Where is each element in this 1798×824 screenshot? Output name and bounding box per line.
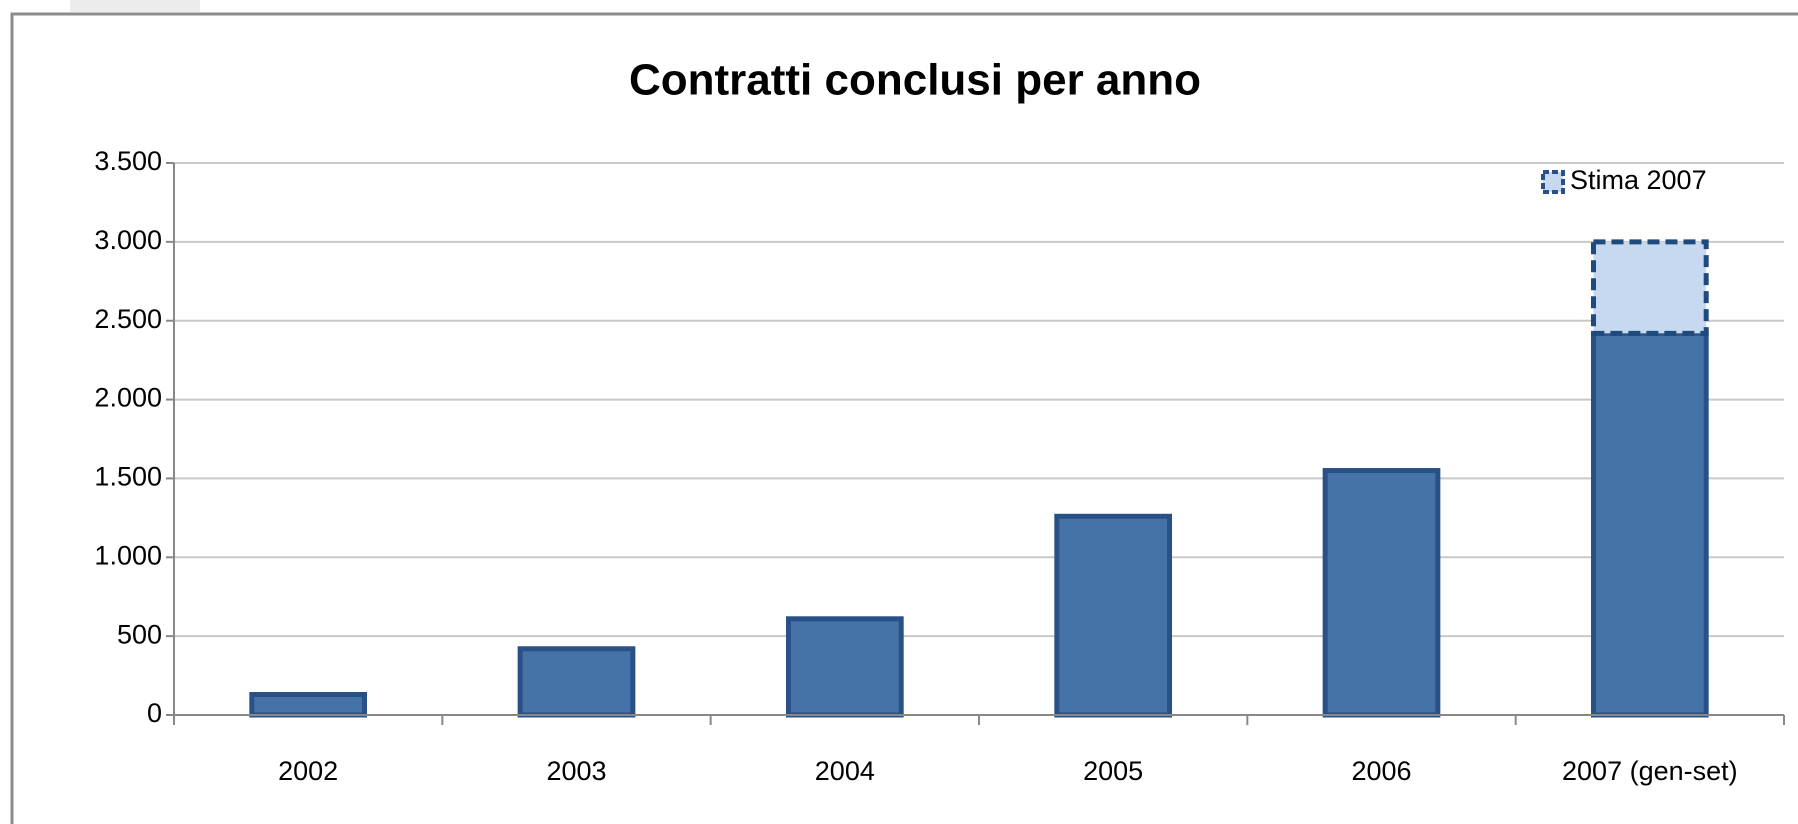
x-tick-label: 2004	[815, 756, 875, 786]
x-tick-label: 2003	[546, 756, 606, 786]
bar	[1590, 330, 1709, 718]
x-tick-label: 2005	[1083, 756, 1143, 786]
legend-swatch	[1541, 170, 1565, 194]
chart-frame	[10, 12, 1798, 824]
y-tick-label: 0	[147, 698, 162, 728]
bar	[1054, 513, 1173, 718]
x-tick-label: 2006	[1351, 756, 1411, 786]
bar	[517, 646, 636, 718]
y-tick-label: 500	[117, 619, 162, 649]
y-tick-label: 2.000	[94, 383, 162, 413]
y-tick-label: 1.000	[94, 540, 162, 570]
legend-label: Stima 2007	[1570, 165, 1707, 195]
y-tick-label: 2.500	[94, 304, 162, 334]
bar	[1590, 239, 1709, 336]
tab	[70, 0, 200, 12]
x-tick-label: 2007 (gen-set)	[1562, 756, 1738, 786]
x-tick-label: 2002	[278, 756, 338, 786]
bar	[249, 691, 368, 718]
y-tick-label: 3.500	[94, 146, 162, 176]
bar	[785, 616, 904, 718]
y-tick-label: 3.000	[94, 225, 162, 255]
chart-title: Contratti conclusi per anno	[629, 56, 1201, 105]
bar	[1322, 468, 1441, 718]
y-tick-label: 1.500	[94, 462, 162, 492]
